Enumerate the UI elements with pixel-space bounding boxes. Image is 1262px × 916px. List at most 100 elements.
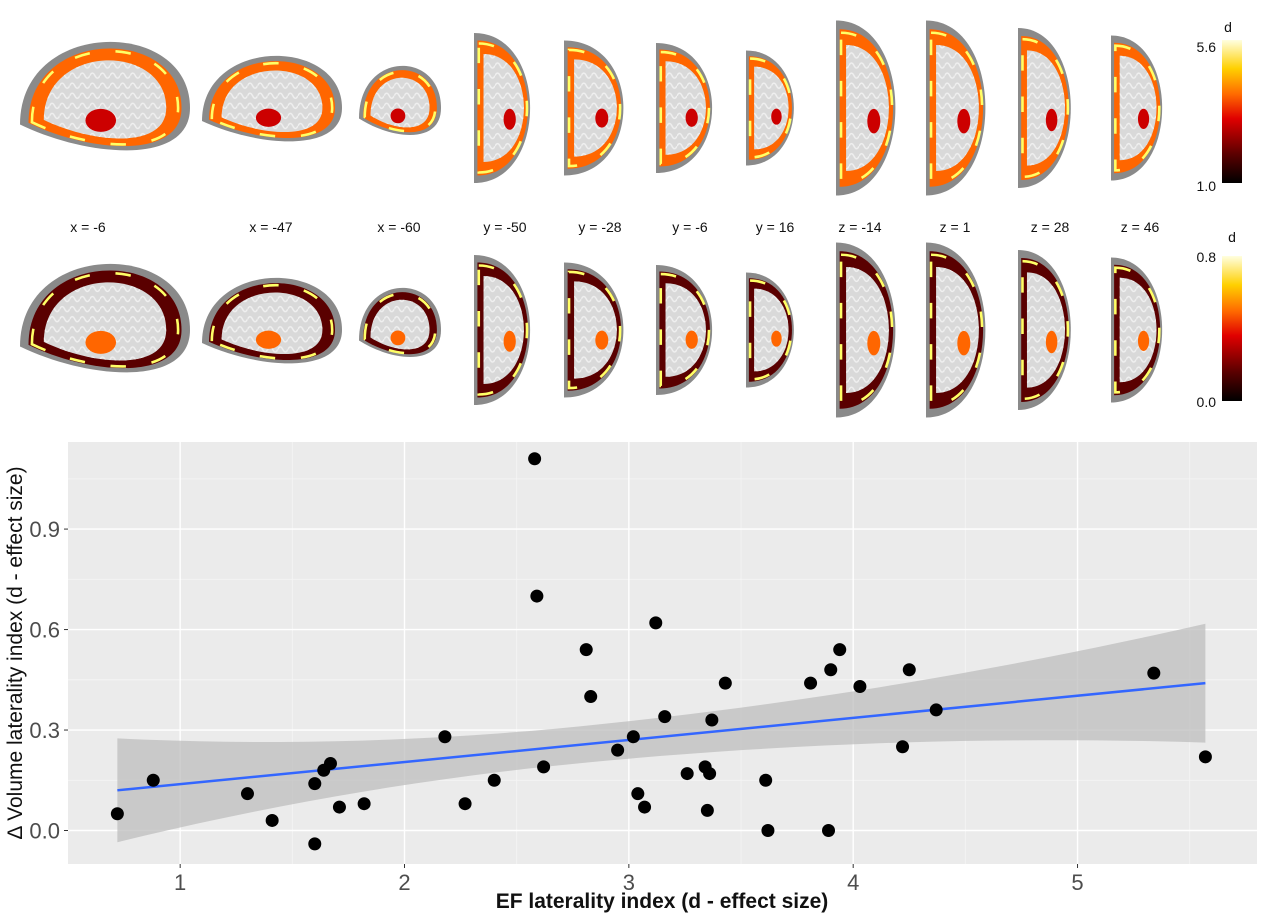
slice-highlight [210, 283, 334, 360]
colorbar-top-title: d [1224, 19, 1232, 35]
brain-slice-3 [359, 65, 441, 135]
slice-texture [754, 288, 789, 372]
trend-line [117, 681, 1206, 792]
slice-subcortical [85, 108, 117, 132]
effect-size-slices-row [20, 20, 1163, 196]
slice-texture [846, 267, 889, 393]
slice-subcortical [390, 108, 406, 124]
data-point [658, 710, 672, 724]
slice-texture [754, 66, 789, 150]
data-point [853, 679, 867, 693]
data-point [804, 676, 818, 690]
data-point [626, 730, 640, 744]
brain-slice-6 [656, 265, 713, 395]
data-point [146, 773, 160, 787]
y-axis-ticks: 0.0 0.3 0.6 0.9 [29, 517, 68, 844]
slice-texture [1026, 272, 1065, 388]
data-point [759, 773, 773, 787]
slice-texture [483, 54, 524, 163]
data-point [579, 643, 593, 657]
slice-subcortical [503, 330, 516, 352]
slice-label-6: y = -6 [672, 219, 708, 235]
colorbar-bottom-title: d [1228, 229, 1236, 245]
slice-subcortical [1045, 330, 1058, 354]
slice-highlight [30, 49, 180, 146]
slice-texture [483, 276, 524, 384]
slice-texture [574, 59, 617, 157]
brain-slice-11 [1111, 257, 1163, 403]
slice-subcortical [1045, 108, 1058, 132]
slice-texture [846, 45, 889, 172]
slice-label-5: y = -28 [578, 219, 621, 235]
data-point [611, 743, 625, 757]
brain-slice-7 [746, 272, 794, 388]
data-point [896, 740, 910, 754]
slice-texture [1026, 50, 1065, 166]
slice-highlight [659, 50, 711, 166]
brain-slice-2 [202, 277, 342, 364]
slice-subcortical [390, 330, 406, 346]
brain-slice-9 [926, 20, 986, 196]
brain-slice-6 [656, 43, 713, 173]
data-point [761, 824, 775, 838]
slice-coordinate-labels: x = -6 x = -47 x = -60 y = -50 y = -28 y = -6… [70, 219, 1159, 235]
slice-highlight [1114, 266, 1161, 394]
slice-label-3: x = -60 [377, 219, 420, 235]
slice-label-4: y = -50 [483, 219, 526, 235]
slice-label-10: z = 28 [1031, 219, 1070, 235]
brain-slice-5 [564, 40, 624, 176]
data-point [929, 703, 943, 717]
data-point [438, 730, 452, 744]
slice-highlight [748, 57, 793, 159]
slice-subcortical [1137, 330, 1150, 352]
data-point [308, 837, 322, 851]
slice-label-7: y = 16 [756, 219, 795, 235]
x-tick-label: 2 [398, 870, 410, 895]
data-point [323, 757, 337, 771]
slice-texture [574, 281, 617, 379]
brain-slice-5 [564, 262, 624, 398]
slice-highlight [748, 279, 793, 381]
slice-highlight [363, 70, 437, 133]
y-axis-title: Δ Volume laterality index (d - effect si… [4, 466, 27, 839]
slice-highlight [659, 272, 711, 388]
slice-texture [370, 77, 430, 128]
brain-slices-panel: x = -6 x = -47 x = -60 y = -50 y = -28 y = -6… [20, 19, 1242, 418]
slice-texture [43, 282, 167, 361]
colorbar-bottom: d 0.8 0.0 [1197, 229, 1242, 410]
slice-subcortical [595, 330, 609, 350]
data-point [822, 824, 836, 838]
brain-slice-1 [20, 41, 190, 151]
x-tick-label: 3 [623, 870, 635, 895]
confidence-ribbon [117, 623, 1206, 843]
slice-highlight [1021, 37, 1070, 179]
data-point [584, 690, 598, 704]
data-point [308, 777, 322, 791]
slice-label-9: z = 1 [940, 219, 971, 235]
slice-subcortical [771, 108, 782, 125]
brain-slice-9 [926, 242, 986, 418]
colorbar-top-gradient [1222, 40, 1242, 183]
slice-label-11: z = 46 [1121, 219, 1160, 235]
data-points [110, 452, 1212, 851]
brain-slice-8 [836, 20, 896, 196]
slice-label-8: z = -14 [838, 219, 881, 235]
data-point [240, 787, 254, 801]
data-point [680, 767, 694, 781]
slice-subcortical [255, 330, 282, 349]
slice-highlight [567, 270, 622, 390]
brain-slice-1 [20, 263, 190, 373]
data-point [649, 616, 663, 630]
x-tick-label: 4 [847, 870, 859, 895]
y-tick-label: 0.3 [29, 718, 60, 743]
slice-subcortical [867, 330, 881, 356]
brain-slice-3 [359, 287, 441, 357]
slice-texture [1119, 277, 1157, 383]
slice-texture [936, 45, 979, 172]
slice-texture [370, 299, 430, 350]
x-axis-title: EF laterality index (d - effect size) [496, 890, 829, 913]
slice-texture [43, 60, 167, 139]
slice-highlight [210, 61, 334, 138]
data-point [1198, 750, 1212, 764]
data-point [631, 787, 645, 801]
